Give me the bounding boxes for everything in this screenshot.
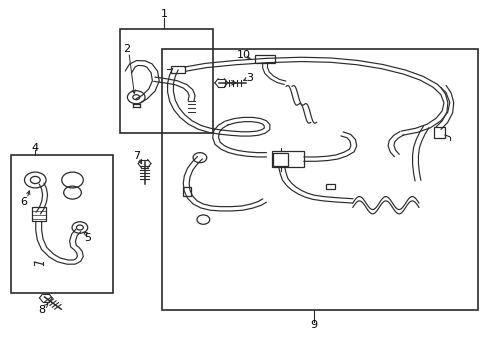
Bar [183,187,191,196]
Text: 8: 8 [38,305,45,315]
Text: 2: 2 [123,44,130,54]
Bar [434,127,445,138]
Text: 4: 4 [32,143,39,153]
Bar [171,66,185,73]
Text: 5: 5 [84,233,91,243]
Text: 3: 3 [246,73,253,84]
Bar [11,155,113,293]
Bar [273,153,288,166]
Bar [255,55,275,63]
Text: 1: 1 [161,9,168,19]
Bar [120,29,213,133]
Bar [326,184,335,189]
Bar [272,151,304,167]
Text: 9: 9 [310,320,317,330]
Text: 7: 7 [133,150,140,161]
Bar [162,49,478,310]
Text: 6: 6 [20,197,27,207]
Bar [32,207,46,221]
Text: 10: 10 [237,50,251,60]
